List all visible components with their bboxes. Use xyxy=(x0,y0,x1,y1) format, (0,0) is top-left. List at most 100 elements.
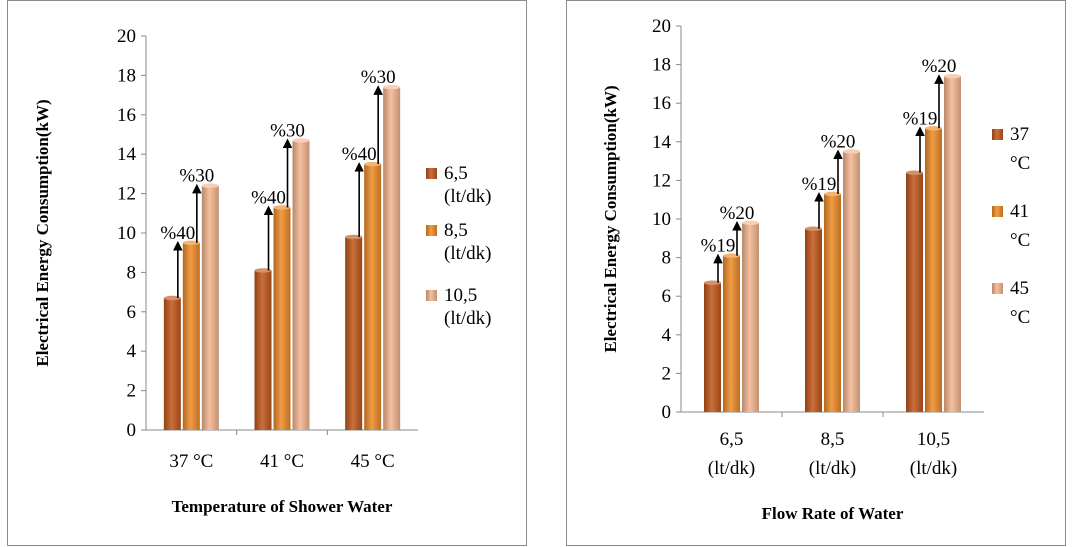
bar-top xyxy=(345,234,363,240)
legend-label: °C xyxy=(1010,307,1030,328)
annotation-label: %19 xyxy=(903,108,938,129)
bar xyxy=(925,128,942,412)
x-tick-label: (lt/dk) xyxy=(708,458,756,479)
y-tick-label: 6 xyxy=(662,286,672,307)
legend-label: 10,5 xyxy=(444,285,477,306)
annotation-label: %19 xyxy=(802,174,837,195)
x-axis-label: Flow Rate of Water xyxy=(762,504,904,523)
legend-label: 37 xyxy=(1010,124,1029,145)
annotation-label: %40 xyxy=(342,144,377,165)
bar-top xyxy=(742,220,759,226)
bar xyxy=(742,222,759,412)
y-tick-label: 8 xyxy=(127,262,137,283)
chart-panel-flow-rate: 0 2 4 6 8 10 12 14 16 18 20 6,5 (lt/dk) 8,5 (lt/dk) 10,… xyxy=(566,0,1066,546)
legend-swatch xyxy=(992,206,1003,217)
annotation-label: %30 xyxy=(270,120,305,141)
legend-swatch xyxy=(992,283,1003,294)
legend-label: °C xyxy=(1010,230,1030,251)
x-tick-label: 6,5 xyxy=(720,429,744,450)
annotation-label: %20 xyxy=(720,203,755,224)
x-axis-label: Temperature of Shower Water xyxy=(172,497,393,516)
bar-top xyxy=(292,138,310,143)
bar xyxy=(345,236,363,430)
y-axis-label: Electrical Energy Consumption(kW) xyxy=(601,85,620,352)
chart-temperature: 0 2 4 6 8 10 12 14 16 18 20 37 °C 41 °C 45 °C %40 %30 %4… xyxy=(33,26,492,516)
bar xyxy=(273,207,291,430)
y-tick-label: 0 xyxy=(662,402,672,423)
y-tick-label: 2 xyxy=(127,381,137,402)
legend-swatch xyxy=(426,225,437,236)
bar-top xyxy=(723,253,740,258)
y-tick-label: 10 xyxy=(652,209,671,230)
bar-top xyxy=(704,280,721,285)
y-tick-label: 8 xyxy=(662,248,672,269)
y-tick-label: 12 xyxy=(117,184,136,205)
bar xyxy=(843,151,860,412)
legend-swatch xyxy=(426,168,437,179)
bar-top xyxy=(383,85,401,90)
x-tick-label: 41 °C xyxy=(260,451,304,472)
y-axis-label: Electrical Energy Consumption(kW) xyxy=(33,99,52,366)
bar xyxy=(254,270,272,430)
annotation-label: %19 xyxy=(701,236,736,257)
annotation-label: %40 xyxy=(251,187,286,208)
bar-top xyxy=(273,205,291,210)
legend-label: (lt/dk) xyxy=(444,308,492,329)
y-tick-label: 16 xyxy=(117,105,136,126)
y-tick-label: 18 xyxy=(117,65,136,86)
y-tick-label: 14 xyxy=(117,144,137,165)
annotation-label: %20 xyxy=(922,56,957,77)
annotation-label: %20 xyxy=(821,131,856,152)
x-tick-label: 10,5 xyxy=(917,429,950,450)
legend-label: 45 xyxy=(1010,278,1029,299)
bar-top xyxy=(843,149,860,154)
y-tick-label: 20 xyxy=(652,16,671,37)
bar-top xyxy=(182,240,200,246)
y-tick-label: 0 xyxy=(127,420,137,441)
bar xyxy=(704,282,721,412)
chart-flow-rate: 0 2 4 6 8 10 12 14 16 18 20 6,5 (lt/dk) 8,5 (lt/dk) 10,… xyxy=(601,16,1030,523)
bar-top xyxy=(201,183,219,188)
bar xyxy=(292,140,310,430)
annotation-label: %30 xyxy=(361,67,396,88)
bar xyxy=(364,164,382,431)
x-tick-label: 45 °C xyxy=(351,451,395,472)
x-tick-label: 8,5 xyxy=(821,429,845,450)
y-tick-label: 10 xyxy=(117,223,136,244)
x-tick-label: (lt/dk) xyxy=(910,458,958,479)
bar-top xyxy=(944,73,961,79)
bar-top xyxy=(163,295,181,301)
x-tick-label: 37 °C xyxy=(169,451,213,472)
bar xyxy=(805,228,822,412)
legend-label: °C xyxy=(1010,153,1030,174)
legend-label: 8,5 xyxy=(444,220,468,241)
bar-top xyxy=(906,170,923,175)
bar-top xyxy=(364,161,382,167)
y-tick-label: 12 xyxy=(652,170,671,191)
y-tick-label: 18 xyxy=(652,55,671,76)
y-tick-label: 2 xyxy=(662,363,672,384)
bar xyxy=(182,242,200,430)
bar xyxy=(383,87,401,430)
bar-top xyxy=(925,126,942,131)
bar-top xyxy=(805,226,822,231)
bar xyxy=(944,76,961,413)
bar xyxy=(163,298,181,430)
bar-top xyxy=(824,191,841,197)
bar xyxy=(906,172,923,412)
y-tick-label: 16 xyxy=(652,93,671,114)
bar xyxy=(723,255,740,412)
y-tick-label: 14 xyxy=(652,132,672,153)
y-tick-label: 20 xyxy=(117,26,136,47)
legend-label: (lt/dk) xyxy=(444,243,492,264)
chart-panel-temperature: 0 2 4 6 8 10 12 14 16 18 20 37 °C 41 °C 45 °C %40 %30 %4… xyxy=(7,0,527,546)
bar-top xyxy=(254,268,272,273)
y-tick-label: 4 xyxy=(127,341,137,362)
legend-label: (lt/dk) xyxy=(444,186,492,207)
legend-label: 6,5 xyxy=(444,163,468,184)
annotation-label: %40 xyxy=(160,223,195,244)
x-tick-label: (lt/dk) xyxy=(809,458,857,479)
bar xyxy=(201,185,219,430)
annotation-label: %30 xyxy=(179,166,214,187)
legend-swatch xyxy=(426,290,437,301)
